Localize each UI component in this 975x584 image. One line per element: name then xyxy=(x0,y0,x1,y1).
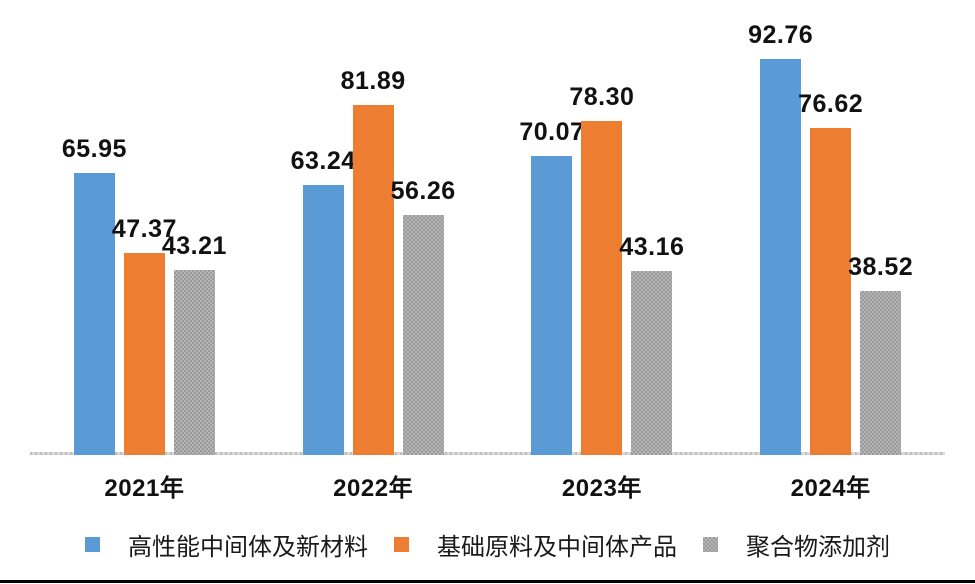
bar-series-0: 65.95 xyxy=(62,137,126,455)
bar-series-2: 43.16 xyxy=(619,235,684,455)
bar-series-1: 78.30 xyxy=(569,85,634,455)
legend-item: 高性能中间体及新材料 xyxy=(85,527,368,562)
bar-group: 70.07 78.30 43.16 xyxy=(488,25,717,455)
bar-value-label: 70.07 xyxy=(519,118,585,146)
legend-label: 基础原料及中间体产品 xyxy=(437,534,677,561)
bar-value-label: 47.37 xyxy=(111,215,177,243)
bar-value-label: 78.30 xyxy=(569,83,635,111)
legend-swatch-icon xyxy=(394,537,409,552)
category-label: 2023年 xyxy=(561,474,642,502)
bar-series-2: 38.52 xyxy=(848,255,913,455)
bar-value-label: 76.62 xyxy=(798,90,864,118)
legend-swatch-icon xyxy=(85,537,100,552)
bar-value-label: 43.16 xyxy=(619,233,685,261)
bar-value-label: 38.52 xyxy=(848,253,914,281)
bar-value-label: 43.21 xyxy=(161,232,227,260)
category-label: 2024年 xyxy=(790,474,871,502)
bar-series-0: 92.76 xyxy=(748,23,813,455)
category-label: 2022年 xyxy=(333,474,414,502)
bar-series-0: 70.07 xyxy=(519,120,584,455)
x-axis-line xyxy=(30,452,945,455)
bar-value-label: 56.26 xyxy=(390,177,456,205)
bar-series-1: 47.37 xyxy=(112,217,176,455)
bar-group: 65.95 47.37 43.21 xyxy=(30,25,259,455)
bar-value-label: 81.89 xyxy=(340,67,406,95)
legend-label: 聚合物添加剂 xyxy=(746,534,890,561)
bar-value-label: 65.95 xyxy=(61,135,127,163)
legend-swatch-icon xyxy=(703,537,718,552)
bar-group: 92.76 76.62 38.52 xyxy=(716,23,945,455)
legend: 高性能中间体及新材料 基础原料及中间体产品 聚合物添加剂 xyxy=(0,527,975,562)
bar-series-0: 63.24 xyxy=(291,149,355,455)
bar-value-label: 63.24 xyxy=(290,147,356,175)
bar-value-label: 92.76 xyxy=(748,21,814,49)
bar-series-1: 81.89 xyxy=(341,69,405,455)
legend-label: 高性能中间体及新材料 xyxy=(128,534,368,561)
bottom-border-line xyxy=(0,580,975,583)
legend-item: 基础原料及中间体产品 xyxy=(394,527,677,562)
bar-series-2: 56.26 xyxy=(391,179,455,455)
category-label: 2021年 xyxy=(104,474,185,502)
bar-series-1: 76.62 xyxy=(798,92,863,455)
bar-group: 63.24 81.89 56.26 xyxy=(259,25,488,455)
legend-item: 聚合物添加剂 xyxy=(703,527,890,562)
bar-series-2: 43.21 xyxy=(162,234,226,455)
